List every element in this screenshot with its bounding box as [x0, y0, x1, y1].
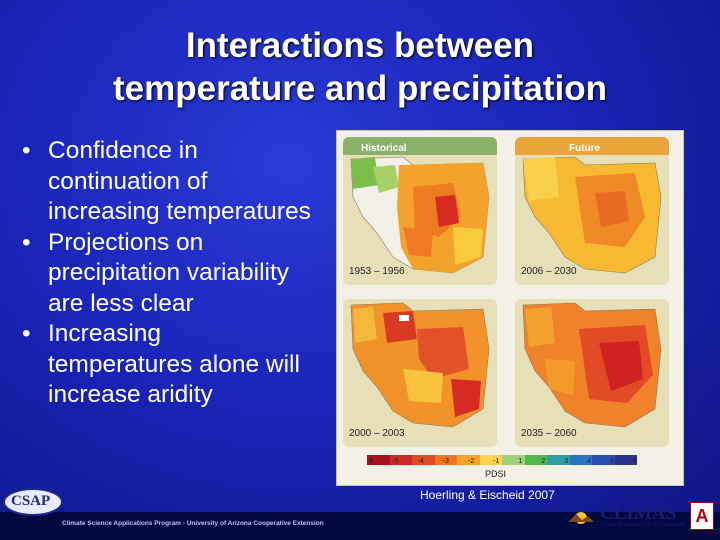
csap-logo: CSAP	[2, 486, 64, 518]
bullet-list: • Confidence in continuation of increasi…	[22, 136, 312, 411]
figure-citation: Hoerling & Eischeid 2007	[420, 488, 555, 502]
colorbar-tick: -4	[417, 458, 424, 465]
climas-logo-subtitle: Climate Assessment for the Southwest	[600, 522, 686, 528]
university-of-arizona-logo: A	[690, 502, 714, 530]
map-panel-historical-2000: 2000 – 2003	[343, 299, 497, 447]
bullet-text: Confidence in continuation of increasing…	[48, 137, 311, 225]
bullet-marker: •	[22, 228, 31, 256]
colorbar-tick: -6	[367, 458, 374, 465]
bullet-item: • Projections on precipitation variabili…	[22, 228, 312, 320]
bullet-marker: •	[22, 137, 31, 164]
csap-logo-shape	[3, 488, 63, 516]
colorbar-tick: -5	[392, 458, 399, 465]
panel-period-label: 1953 – 1956	[349, 266, 405, 277]
colorbar-label: PDSI	[485, 469, 507, 479]
title-line-1: Interactions between	[185, 26, 535, 65]
panel-period-label: 2035 – 2060	[521, 428, 577, 439]
colorbar-swatch	[614, 455, 637, 465]
colorbar-swatch	[412, 455, 435, 465]
title-line-2: temperature and precipitation	[113, 69, 607, 108]
colorbar-ticks: -6 -5 -4 -3 -2 -1 1 2 3 4 5 6	[367, 458, 637, 465]
map-panel-future-2035: 2035 – 2060	[515, 299, 669, 447]
map-panel-future-2006: Future 2006 – 2030	[515, 137, 669, 285]
colorbar-swatch	[569, 455, 592, 465]
sun-logo-icon	[568, 512, 594, 524]
az-logo-letter: A	[695, 506, 709, 526]
slide-title: Interactions between temperature and pre…	[0, 24, 720, 110]
bullet-marker: •	[22, 320, 31, 347]
map-panel-historical-1953: Historical 1953 – 1956	[343, 137, 497, 285]
colorbar-tick: 3	[564, 458, 569, 465]
colorbar-tick: 2	[541, 458, 546, 465]
pdsi-map-figure: Historical 1953 – 1956 Future 2006 – 203…	[336, 130, 684, 486]
csap-logo-text: CSAP	[11, 493, 51, 509]
map-future-2006	[515, 137, 669, 274]
colorbar-swatch	[547, 455, 570, 465]
panel-header-future: Future	[569, 143, 601, 154]
colorbar-tick: 6	[632, 458, 637, 465]
panel-period-label: 2006 – 2030	[521, 266, 577, 277]
bullet-item: • Increasing temperatures alone will inc…	[22, 319, 312, 411]
colorbar-swatch	[389, 455, 412, 465]
colorbar-swatch	[434, 455, 457, 465]
footer-bar: Climate Science Applications Program - U…	[0, 512, 720, 540]
bullet-item: • Confidence in continuation of increasi…	[22, 136, 312, 228]
colorbar-tick: -2	[467, 458, 475, 465]
panel-header-historical: Historical	[361, 143, 407, 154]
colorbar-swatch	[524, 455, 547, 465]
map-future-2035	[522, 302, 662, 428]
colorbar-swatch	[479, 455, 502, 465]
colorbar-tick: 5	[610, 458, 614, 465]
footer-text: Climate Science Applications Program - U…	[62, 520, 324, 527]
colorbar-tick: 4	[587, 458, 592, 465]
colorbar-tick: 1	[518, 458, 523, 465]
bullet-text: Projections on precipitation variability…	[48, 228, 290, 317]
pdsi-colorbar	[367, 455, 637, 465]
colorbar-swatch	[502, 455, 525, 465]
map-historical-1953	[343, 137, 497, 274]
colorbar-swatch	[592, 455, 615, 465]
bullet-text: Increasing temperatures alone will incre…	[48, 320, 300, 408]
colorbar-swatch	[367, 455, 390, 465]
colorbar-tick: -3	[442, 458, 449, 465]
colorbar-swatch	[457, 455, 480, 465]
climas-logo: CLIMAS	[600, 503, 677, 524]
panel-period-label: 2000 – 2003	[349, 428, 405, 439]
map-historical-2000	[350, 302, 490, 428]
colorbar-tick: -1	[493, 458, 500, 465]
